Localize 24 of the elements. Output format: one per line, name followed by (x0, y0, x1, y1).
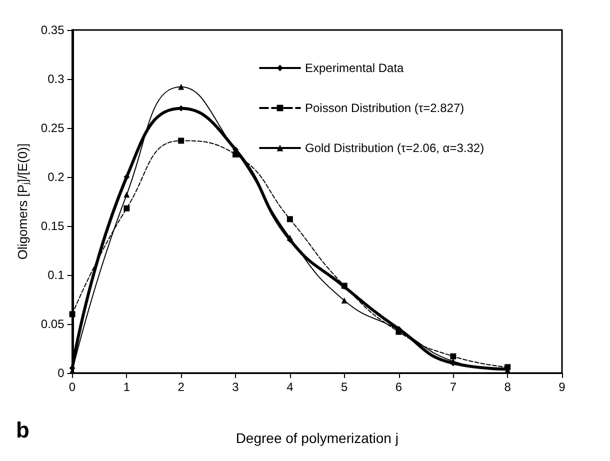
legend-label: Poisson Distribution (τ=2.827) (305, 101, 464, 115)
y-tick-label: 0.2 (48, 170, 65, 184)
x-tick-label: 5 (340, 380, 348, 394)
x-axis-title: Degree of polymerization j (236, 430, 398, 446)
x-tick-label: 0 (68, 380, 76, 394)
x-tick-label: 8 (504, 380, 512, 394)
legend-label: Experimental Data (305, 61, 404, 75)
x-tick-label: 9 (558, 380, 566, 394)
y-tick-label: 0.15 (40, 219, 65, 233)
y-tick-label: 0.05 (40, 317, 65, 331)
y-tick-label: 0.35 (40, 23, 65, 37)
x-tick-label: 4 (286, 380, 294, 394)
y-axis-title: Oligomers [Pj]/[E(0)] (15, 143, 30, 260)
y-tick-label: 0 (58, 366, 65, 380)
x-tick-label: 7 (450, 380, 457, 394)
y-tick-label: 0.1 (48, 268, 65, 282)
x-tick-label: 2 (178, 380, 185, 394)
legend-label: Gold Distribution (τ=2.06, α=3.32) (305, 141, 484, 155)
x-tick-label: 1 (123, 380, 130, 394)
x-tick-label: 3 (232, 380, 240, 394)
y-tick-label: 0.3 (48, 72, 65, 86)
text: b (16, 418, 30, 442)
y-tick-label: 0.25 (40, 121, 65, 135)
x-tick-label: 6 (395, 380, 402, 394)
